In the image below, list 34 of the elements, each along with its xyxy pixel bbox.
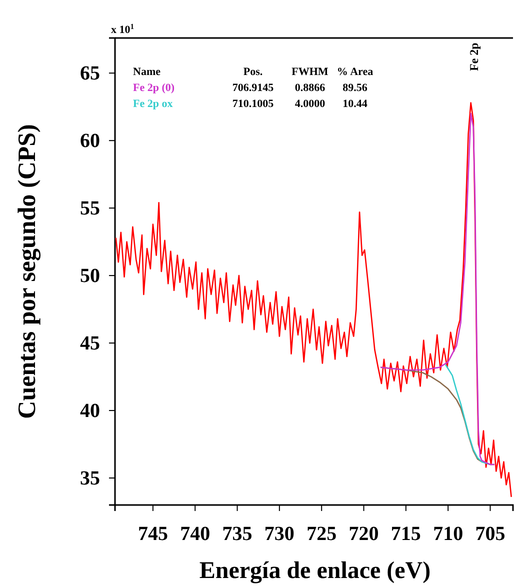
annotation: 10.44 <box>342 98 368 110</box>
y-tick-label: 40 <box>80 400 100 422</box>
text: Fe 2p (0) <box>133 82 175 94</box>
x-tick-label: 710 <box>433 523 464 545</box>
y-tick-label: 60 <box>80 130 100 152</box>
annotation: 706.9145 <box>232 82 274 94</box>
text: x 10$^{1}$ <box>111 22 134 36</box>
annotation: 89.56 <box>342 82 368 94</box>
annotation: Fe 2p <box>467 42 481 71</box>
y-tick-label: 35 <box>80 467 100 490</box>
annotation: 710.1005 <box>232 98 274 110</box>
x-tick-label: 720 <box>348 523 379 545</box>
x-tick-label: 735 <box>222 523 252 545</box>
line-series <box>380 112 496 466</box>
x-tick-label: 705 <box>475 523 506 545</box>
annotation: FWHM <box>292 66 329 78</box>
x-tick-label: 715 <box>390 523 421 545</box>
y-tick-label: 65 <box>80 62 100 84</box>
x-tick-label: 740 <box>180 523 210 545</box>
line-series <box>444 364 491 466</box>
annotation: 4.0000 <box>294 98 326 110</box>
text: Fe 2p ox <box>133 98 174 110</box>
x-tick-label: 730 <box>264 523 294 545</box>
annotation: % Area <box>336 66 374 78</box>
legend-title: Name <box>133 66 161 78</box>
y-tick-label: 50 <box>80 264 100 287</box>
x-tick-label: 725 <box>306 523 337 545</box>
y-tick-label: 45 <box>80 332 100 354</box>
y-axis-title: Cuentas por segundo (CPS) <box>14 124 41 419</box>
y-tick-label: 55 <box>80 197 100 220</box>
annotation: Pos. <box>243 66 263 78</box>
annotation: 0.8866 <box>294 82 326 94</box>
x-axis-title: Energía de enlace (eV) <box>199 558 431 584</box>
x-tick-label: 745 <box>138 523 168 545</box>
